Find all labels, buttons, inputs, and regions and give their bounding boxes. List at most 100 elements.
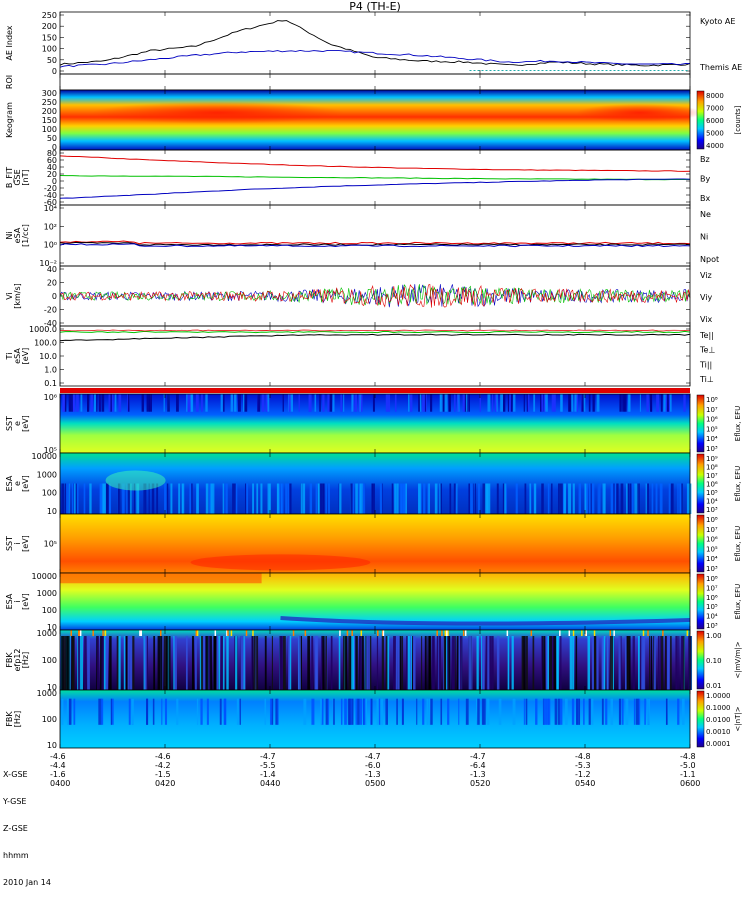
spectrogram-column — [285, 483, 288, 514]
spectrogram-column — [343, 636, 346, 690]
spectrogram-column — [104, 636, 108, 690]
spectrogram-column — [191, 636, 195, 690]
spectrogram-column — [290, 394, 293, 412]
spectrogram-column — [647, 483, 649, 514]
spectrogram-column — [99, 483, 103, 514]
spectrogram-column — [422, 394, 425, 412]
spectrogram-column — [358, 394, 360, 412]
spectrogram-column — [532, 636, 535, 690]
spectrogram-column — [238, 394, 241, 412]
footer-column: -4.6 -4.2 -1.5 0420 — [155, 752, 175, 788]
spectrogram-column — [108, 483, 112, 514]
spectrogram-column — [108, 394, 111, 412]
colorbar-tick: 1.00 — [706, 632, 722, 640]
spectrogram-column — [591, 483, 595, 514]
spectrogram-column — [236, 698, 239, 725]
spectrogram-column — [662, 630, 664, 636]
spectrogram-column — [132, 636, 135, 690]
density-trace — [59, 243, 691, 248]
spectrogram-column — [399, 636, 402, 690]
spectrogram-column — [625, 636, 627, 690]
spectrogram-column — [350, 483, 353, 514]
spectrogram-column — [246, 483, 249, 514]
spectrogram-column — [609, 630, 612, 636]
spectrogram-column — [504, 483, 506, 514]
spectrogram-column — [542, 636, 544, 690]
spectrogram-column — [651, 483, 654, 514]
ytick-label: 0 — [52, 292, 57, 301]
spectrogram-column — [235, 636, 238, 690]
ytick-label: 250 — [42, 11, 57, 20]
spectrogram-column — [547, 483, 550, 514]
spectrogram-column — [581, 630, 583, 636]
series-bx — [59, 178, 691, 199]
ytick-label: 100 — [42, 606, 57, 615]
ylabel-fbk_b: FBK [Hz] — [5, 711, 22, 728]
spectrogram-column — [195, 394, 199, 412]
spectrogram-column — [351, 394, 354, 412]
spectrogram-column — [71, 483, 74, 514]
spectrogram-column — [84, 636, 87, 690]
legend-ne: Ne — [700, 210, 711, 219]
spectrogram-column — [468, 483, 471, 514]
spectrogram-column — [686, 630, 689, 636]
spectrogram-column — [354, 394, 358, 412]
spectrogram-column — [219, 698, 222, 725]
spectrogram-column — [584, 483, 587, 514]
spectrogram-column — [363, 483, 366, 514]
spectrogram-column — [349, 698, 353, 725]
spectrogram-column — [123, 636, 126, 690]
spectrogram-column — [587, 636, 591, 690]
footer-value: -1.3 — [365, 770, 381, 779]
spectrogram-column — [125, 636, 128, 690]
spectrogram-column — [381, 636, 384, 690]
spectrogram-column — [401, 483, 404, 514]
footer-value: -4.8 — [680, 752, 696, 761]
colorbar-tick: 10³ — [706, 506, 718, 514]
spectrogram-column — [63, 636, 66, 690]
spectrogram-column — [535, 698, 538, 725]
spectrogram-column — [303, 698, 307, 725]
spectrogram-column — [559, 483, 563, 514]
ylabel-temperature: Ti eSA [eV] — [5, 348, 30, 365]
spectrogram-column — [620, 483, 624, 514]
spectrogram-column — [627, 483, 630, 514]
spectrogram-column — [533, 394, 536, 412]
spectrogram-column — [626, 483, 628, 514]
spectrogram-column — [465, 698, 469, 725]
spectrogram-column — [203, 636, 205, 690]
colorbar-esa_e — [696, 453, 705, 514]
colorbar-tick: 10⁴ — [706, 498, 718, 506]
spectrogram-column — [661, 483, 663, 514]
footer-label-y: Y-GSE — [3, 797, 27, 806]
spectrogram-column — [256, 483, 259, 514]
colorbar-fbk_b — [696, 690, 705, 748]
spectrogram-column — [655, 483, 658, 514]
colorbar-tick: 10⁴ — [706, 555, 718, 563]
spectrogram-column — [71, 394, 75, 412]
spectrogram-column — [627, 636, 629, 690]
spectrogram-column — [454, 636, 456, 690]
colorbar-tick: 10⁶ — [706, 416, 718, 424]
spectrogram-column — [446, 630, 448, 636]
spectrogram-column — [222, 483, 224, 514]
legend-viz: Viz — [700, 271, 712, 280]
spectrogram-column — [101, 394, 105, 412]
spectrogram-column — [541, 394, 544, 412]
ytick-label: 0 — [52, 67, 57, 76]
spectrogram-column — [638, 698, 641, 725]
spectrogram-column — [505, 483, 508, 514]
spectrogram-column — [476, 698, 478, 725]
spectrogram-column — [367, 636, 371, 690]
spectrogram-column — [629, 483, 632, 514]
spectrogram-column — [300, 483, 303, 514]
spectrogram-column — [164, 483, 167, 514]
spectrogram-column — [288, 636, 291, 690]
spectrogram-column — [429, 636, 432, 690]
spectrogram-column — [590, 483, 592, 514]
colorbar-label: Eflux, EFU — [734, 526, 742, 561]
spectrogram-column — [381, 630, 384, 636]
footer-value: -4.6 — [155, 752, 171, 761]
spectrogram-column — [418, 483, 421, 514]
spectrogram-column — [396, 698, 398, 725]
